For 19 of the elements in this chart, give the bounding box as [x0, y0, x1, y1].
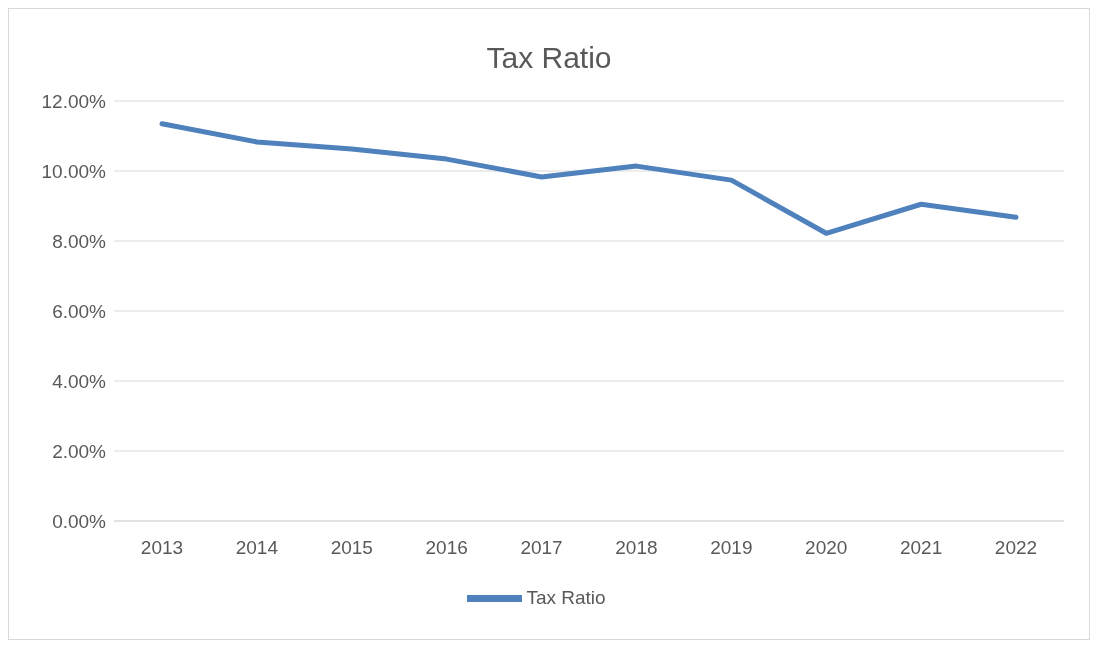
y-tick-label: 8.00%: [52, 230, 107, 252]
x-tick-label: 2021: [899, 537, 943, 559]
legend-label: Tax Ratio: [526, 586, 606, 608]
x-tick-label: 2022: [994, 537, 1038, 559]
x-tick-label: 2018: [615, 537, 658, 559]
y-tick-label: 6.00%: [52, 300, 107, 322]
y-tick-label: 4.00%: [52, 370, 107, 392]
x-tick-label: 2013: [140, 537, 184, 559]
x-tick-label: 2019: [710, 537, 753, 559]
chart-title: Tax Ratio: [485, 40, 613, 76]
y-tick-label: 2.00%: [52, 440, 107, 462]
x-tick-label: 2020: [805, 537, 848, 559]
x-tick-label: 2016: [425, 537, 468, 559]
y-tick-label: 10.00%: [41, 160, 107, 182]
y-tick-label: 12.00%: [41, 90, 107, 112]
y-tick-label: 0.00%: [52, 510, 107, 532]
x-tick-label: 2015: [330, 537, 373, 559]
x-tick-label: 2017: [520, 537, 563, 559]
x-tick-label: 2014: [235, 537, 279, 559]
